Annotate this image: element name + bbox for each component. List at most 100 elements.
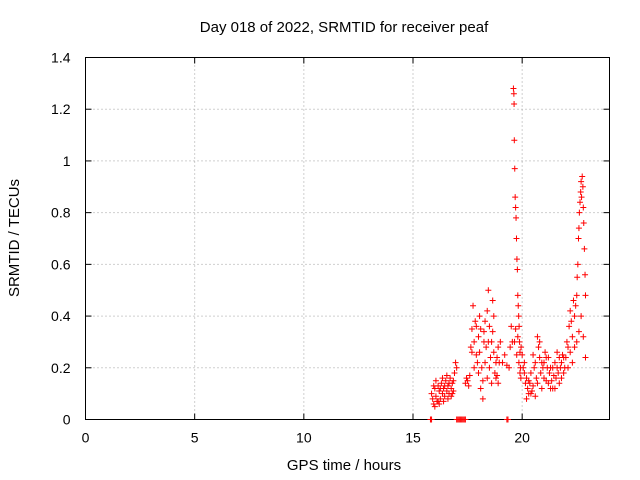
data-point [553,375,560,382]
data-point [428,416,435,423]
data-point [473,351,480,358]
data-point [559,351,566,358]
data-point [472,318,479,325]
data-point [512,326,519,332]
grid [85,57,610,420]
data-point [511,338,518,345]
data-point [555,369,562,376]
data-point [432,377,439,384]
data-point [476,349,483,356]
data-point [431,403,438,410]
data-point [577,199,584,206]
data-point [484,375,491,382]
data-point [572,302,579,309]
data-point [535,344,542,351]
data-point [576,209,583,216]
data-point [575,225,582,232]
data-point [511,101,518,108]
data-point [438,380,445,387]
data-point [581,245,588,252]
data-point [465,382,472,389]
data-point [543,377,550,384]
data-point [479,395,486,402]
data-point [482,318,489,325]
data-point [558,375,565,382]
data-point [431,385,438,392]
data-point [442,377,449,384]
data-point [490,313,497,320]
data-point [489,297,496,304]
data-point [432,393,439,400]
data-point [462,416,469,423]
data-point [527,390,534,397]
data-point [482,359,489,366]
data-point [523,395,530,402]
data-point [486,323,493,330]
data-point [528,388,535,395]
data-point [579,173,586,180]
data-point [514,292,521,299]
data-point [536,338,543,345]
data-point [554,349,561,356]
data-point [548,377,555,384]
data-point [452,359,459,366]
x-axis-label: GPS time / hours [287,457,401,474]
data-point [492,375,499,382]
data-point [504,416,511,423]
y-tick-label: 0.6 [51,256,71,272]
data-point [478,364,485,371]
y-tick-label: 0.4 [51,308,71,324]
y-tick-label: 0.2 [51,360,71,376]
data-point [580,219,587,226]
data-point [430,382,437,389]
data-point [512,204,519,211]
data-point [582,354,589,361]
data-point [571,313,578,320]
data-point [530,351,537,358]
data-point [444,395,451,402]
data-point [464,377,471,384]
data-point [492,359,499,366]
data-point [510,90,517,97]
data-point [512,194,519,201]
data-point [466,372,473,379]
data-point [501,351,508,358]
data-point [573,292,580,299]
data-point [439,375,446,382]
data-point [441,382,448,389]
data-point [547,364,554,371]
data-point [569,333,576,340]
data-point [513,351,520,358]
data-point [435,398,442,405]
x-tick-label: 10 [296,430,312,446]
data-point [515,313,522,320]
data-point [485,338,492,345]
data-point [436,388,443,395]
x-tick-label: 0 [82,430,90,446]
y-tick-label: 0.8 [51,205,71,221]
data-point [578,178,585,185]
data-point [488,380,495,387]
data-point [521,369,528,376]
y-tick-label: 1.4 [51,50,71,66]
data-point [473,323,480,330]
data-point [575,328,582,335]
data-point [517,375,524,382]
data-point [556,354,563,361]
data-point [532,393,539,400]
data-point [513,256,520,263]
data-point [514,266,521,273]
data-point [463,375,470,382]
data-point [565,364,572,371]
data-point [511,137,518,144]
data-point [515,302,522,309]
data-point [518,344,525,351]
data-point [580,333,587,340]
data-point [571,344,578,351]
data-point [532,359,539,366]
data-point [489,328,496,335]
data-point [499,359,506,366]
data-point [524,385,531,392]
data-point [495,344,502,351]
data-point [563,338,570,345]
